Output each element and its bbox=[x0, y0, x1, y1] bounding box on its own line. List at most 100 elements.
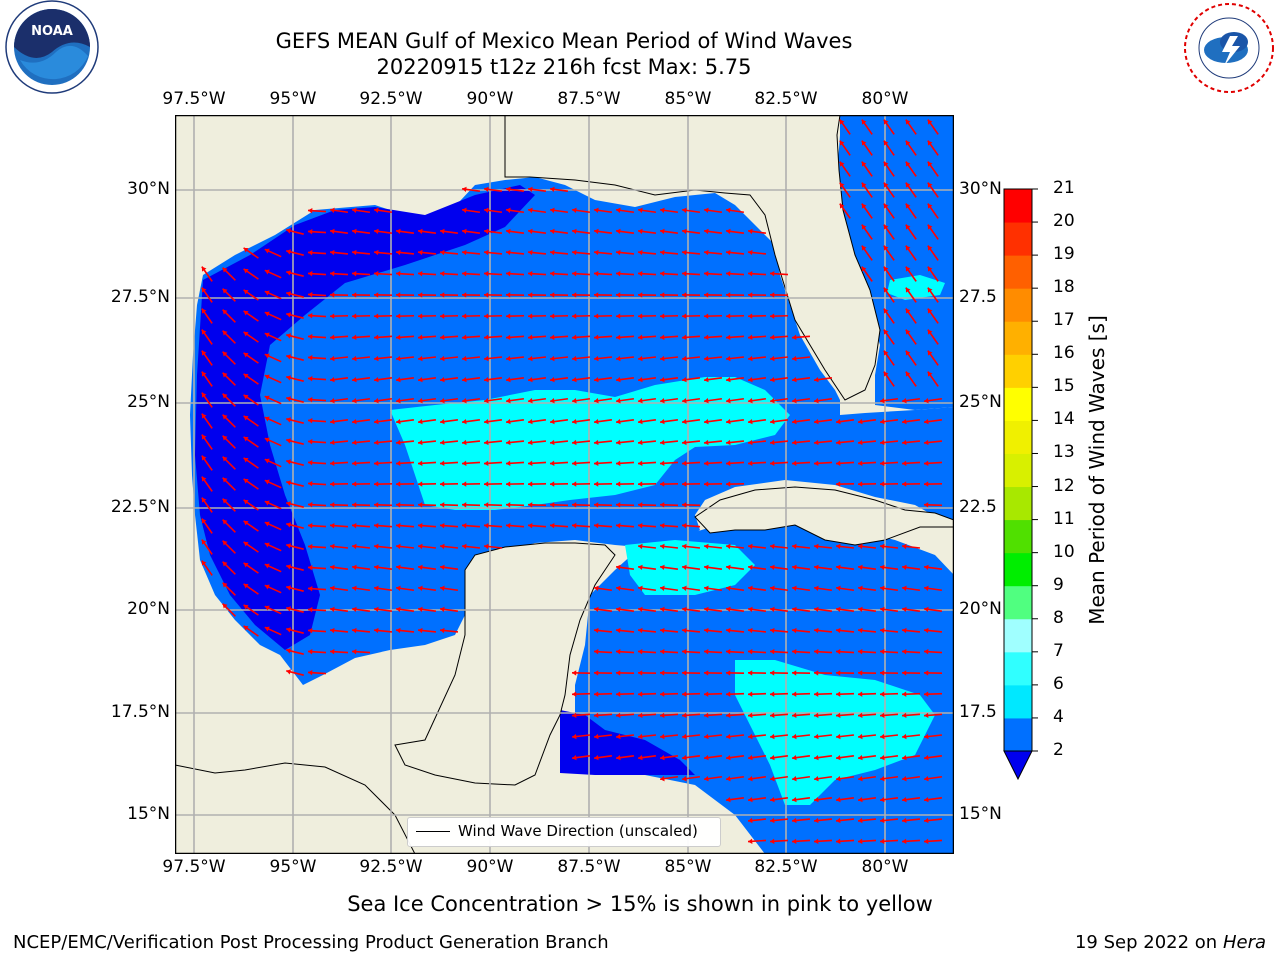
wind-arrow bbox=[201, 329, 213, 345]
wind-arrow bbox=[417, 334, 437, 341]
wind-arrow bbox=[395, 376, 415, 383]
wind-arrow bbox=[791, 733, 811, 740]
wind-arrow bbox=[417, 228, 437, 235]
colorbar-segment bbox=[1004, 585, 1032, 620]
wind-arrow bbox=[329, 249, 349, 256]
wind-arrow bbox=[373, 418, 393, 425]
wind-arrow bbox=[286, 522, 304, 529]
wind-arrow bbox=[637, 627, 657, 634]
wind-arrow bbox=[637, 313, 657, 319]
wind-arrow bbox=[905, 350, 917, 366]
wind-arrow bbox=[769, 691, 789, 697]
wind-arrow bbox=[791, 838, 811, 844]
wind-arrow bbox=[307, 628, 327, 634]
wind-arrow bbox=[351, 418, 371, 425]
wind-arrow bbox=[703, 334, 723, 341]
wind-arrow bbox=[373, 585, 393, 592]
wind-arrow bbox=[373, 228, 393, 235]
wind-arrow bbox=[769, 649, 789, 655]
wind-arrow bbox=[879, 649, 899, 655]
wind-arrow bbox=[483, 313, 503, 319]
wind-arrow bbox=[483, 397, 503, 404]
wind-arrow bbox=[593, 313, 613, 319]
wind-arrow bbox=[637, 564, 657, 571]
wind-arrow bbox=[615, 649, 635, 655]
wind-arrow bbox=[681, 334, 701, 341]
wind-arrow bbox=[243, 625, 259, 637]
wind-arrow bbox=[571, 733, 591, 740]
wind-arrow bbox=[883, 371, 895, 387]
wind-arrow bbox=[571, 397, 591, 404]
lon-label-bottom: 85°W bbox=[664, 857, 712, 877]
wind-arrow bbox=[791, 627, 811, 634]
wind-arrow bbox=[927, 350, 939, 366]
lat-label-left: 25°N bbox=[127, 392, 170, 412]
wind-arrow bbox=[725, 754, 745, 761]
wind-arrow bbox=[901, 543, 921, 550]
wind-arrow bbox=[769, 460, 789, 466]
wind-arrow bbox=[373, 249, 393, 256]
wind-arrow bbox=[243, 583, 259, 595]
svg-text:NOAA: NOAA bbox=[31, 24, 73, 39]
florida-land bbox=[504, 115, 954, 401]
wind-arrow bbox=[615, 313, 635, 319]
wind-arrow bbox=[747, 271, 767, 277]
wind-arrow bbox=[286, 459, 304, 466]
wind-arrow bbox=[439, 585, 459, 592]
wind-arrow bbox=[571, 249, 591, 256]
wind-arrow bbox=[395, 334, 415, 341]
wind-arrow bbox=[883, 287, 895, 303]
wind-arrow bbox=[813, 775, 833, 782]
wind-arrow bbox=[839, 182, 851, 198]
wind-arrow bbox=[549, 334, 569, 341]
wind-arrow bbox=[549, 249, 569, 256]
wind-arrow bbox=[769, 418, 789, 425]
wind-arrow bbox=[681, 481, 701, 487]
wind-arrow bbox=[879, 775, 899, 782]
colorbar-frame bbox=[1003, 188, 1033, 752]
wind-arrow bbox=[681, 627, 701, 634]
wind-arrow bbox=[769, 271, 789, 277]
wind-arrow bbox=[439, 543, 459, 550]
wind-arrow bbox=[527, 228, 547, 235]
wind-arrow bbox=[659, 418, 679, 425]
wind-arrow bbox=[883, 266, 895, 282]
wind-arrow bbox=[243, 247, 259, 259]
deep-blue-zone-west bbox=[195, 185, 535, 650]
wind-arrow bbox=[747, 606, 767, 613]
wind-arrow bbox=[615, 249, 635, 256]
wind-arrow bbox=[264, 353, 282, 363]
wind-arrow bbox=[883, 224, 895, 240]
wind-arrow bbox=[329, 606, 349, 613]
wind-arrow bbox=[201, 287, 213, 303]
wind-arrow bbox=[593, 355, 613, 362]
wind-arrow bbox=[769, 606, 789, 613]
wind-arrow bbox=[395, 627, 415, 634]
colorbar-segment bbox=[1004, 321, 1032, 355]
wind-arrow bbox=[769, 627, 789, 634]
wind-arrow bbox=[264, 416, 282, 426]
wind-arrow bbox=[329, 313, 349, 319]
wind-arrow bbox=[439, 418, 459, 425]
wind-arrow bbox=[243, 562, 259, 574]
wind-arrow bbox=[243, 289, 259, 301]
wind-arrow bbox=[725, 649, 745, 655]
wind-arrow bbox=[461, 186, 481, 193]
wind-arrow bbox=[417, 418, 437, 425]
wind-arrow bbox=[703, 606, 723, 613]
wind-arrow bbox=[791, 796, 811, 803]
wind-arrow bbox=[747, 376, 767, 383]
wind-arrow bbox=[857, 838, 877, 844]
wind-arrow bbox=[923, 502, 943, 508]
wind-arrow bbox=[615, 397, 635, 404]
lon-label-bottom: 95°W bbox=[269, 857, 317, 877]
colorbar-segment bbox=[1004, 486, 1032, 521]
wind-arrow bbox=[549, 376, 569, 383]
wind-arrow bbox=[527, 249, 547, 256]
wind-arrow bbox=[637, 460, 657, 466]
wind-arrow bbox=[461, 418, 481, 425]
wind-arrow bbox=[747, 228, 767, 235]
wind-arrow bbox=[264, 584, 282, 594]
wind-arrow bbox=[839, 203, 851, 219]
wind-arrow bbox=[549, 481, 569, 487]
